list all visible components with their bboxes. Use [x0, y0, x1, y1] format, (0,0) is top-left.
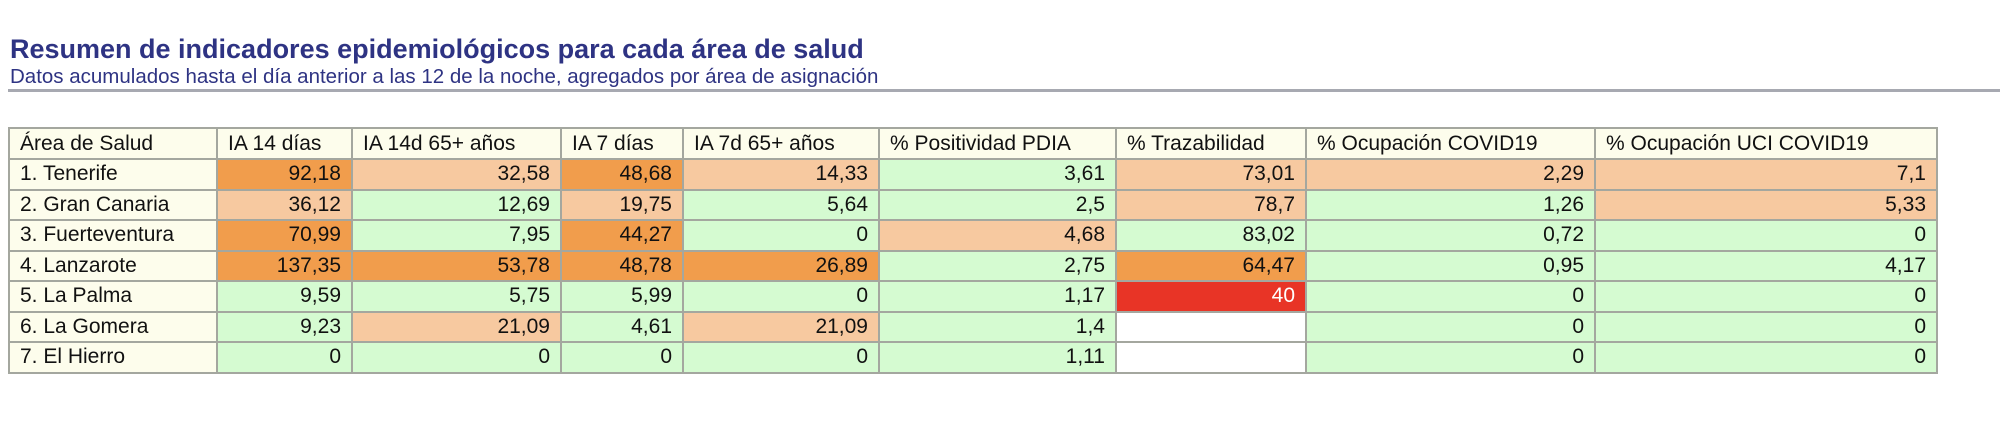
cell-ocupacion-uci: 0 — [1594, 341, 1938, 374]
table-row: 6. La Gomera 9,23 21,09 4,61 21,09 1,4 0 0 — [8, 310, 1938, 343]
column-header-ia7: IA 7 días — [560, 127, 684, 160]
cell-ocupacion: 0,72 — [1305, 219, 1596, 252]
cell-positividad: 1,17 — [878, 280, 1117, 313]
cell-ia14-65: 7,95 — [351, 219, 562, 252]
cell-ia14-65: 0 — [351, 341, 562, 374]
cell-ia14-65: 53,78 — [351, 249, 562, 282]
table-row: 4. Lanzarote 137,35 53,78 48,78 26,89 2,75 64,… — [8, 249, 1938, 282]
cell-ia7: 48,68 — [560, 158, 684, 191]
column-header-trazabilidad: % Trazabilidad — [1115, 127, 1307, 160]
cell-positividad: 4,68 — [878, 219, 1117, 252]
cell-area: 3. Fuerteventura — [8, 219, 218, 252]
column-header-positividad: % Positividad PDIA — [878, 127, 1117, 160]
cell-ocupacion: 1,26 — [1305, 188, 1596, 221]
column-header-ocupacion-uci: % Ocupación UCI COVID19 — [1594, 127, 1938, 160]
cell-ia7-65: 21,09 — [682, 310, 880, 343]
cell-ia7: 0 — [560, 341, 684, 374]
cell-ocupacion-uci: 0 — [1594, 219, 1938, 252]
cell-area: 6. La Gomera — [8, 310, 218, 343]
cell-ocupacion-uci: 0 — [1594, 280, 1938, 313]
cell-ia7: 19,75 — [560, 188, 684, 221]
cell-ia7-65: 0 — [682, 280, 880, 313]
cell-positividad: 1,11 — [878, 341, 1117, 374]
cell-ia14: 70,99 — [216, 219, 353, 252]
cell-ia7-65: 0 — [682, 341, 880, 374]
cell-area: 5. La Palma — [8, 280, 218, 313]
cell-ia7: 44,27 — [560, 219, 684, 252]
column-header-ocupacion: % Ocupación COVID19 — [1305, 127, 1596, 160]
cell-ia14: 36,12 — [216, 188, 353, 221]
table-row: 1. Tenerife 92,18 32,58 48,68 14,33 3,61 73,01… — [8, 158, 1938, 191]
cell-ia7-65: 0 — [682, 219, 880, 252]
cell-ocupacion: 0 — [1305, 310, 1596, 343]
cell-ia14: 9,23 — [216, 310, 353, 343]
cell-ia7: 5,99 — [560, 280, 684, 313]
column-header-area: Área de Salud — [8, 127, 218, 160]
cell-positividad: 2,5 — [878, 188, 1117, 221]
cell-ia14-65: 21,09 — [351, 310, 562, 343]
cell-ocupacion-uci: 0 — [1594, 310, 1938, 343]
title-divider — [8, 89, 2000, 92]
cell-positividad: 3,61 — [878, 158, 1117, 191]
page-subtitle: Datos acumulados hasta el día anterior a… — [10, 65, 879, 88]
cell-area: 4. Lanzarote — [8, 249, 218, 282]
cell-ia14-65: 12,69 — [351, 188, 562, 221]
cell-trazabilidad: 40 — [1115, 280, 1307, 313]
column-header-ia14: IA 14 días — [216, 127, 353, 160]
cell-ocupacion: 0 — [1305, 280, 1596, 313]
cell-ocupacion-uci: 5,33 — [1594, 188, 1938, 221]
cell-trazabilidad: 83,02 — [1115, 219, 1307, 252]
cell-trazabilidad — [1115, 310, 1307, 343]
cell-area: 1. Tenerife — [8, 158, 218, 191]
cell-ia14: 9,59 — [216, 280, 353, 313]
cell-ia7: 48,78 — [560, 249, 684, 282]
cell-ia7: 4,61 — [560, 310, 684, 343]
page-title: Resumen de indicadores epidemiológicos p… — [10, 34, 864, 64]
cell-ia7-65: 14,33 — [682, 158, 880, 191]
indicators-table: Área de Salud IA 14 días IA 14d 65+ años… — [8, 127, 1938, 374]
table-row: 2. Gran Canaria 36,12 12,69 19,75 5,64 2,5 78,… — [8, 188, 1938, 221]
cell-ia14-65: 32,58 — [351, 158, 562, 191]
table-header-row: Área de Salud IA 14 días IA 14d 65+ años… — [8, 127, 1938, 160]
table-row: 3. Fuerteventura 70,99 7,95 44,27 0 4,68 83,02… — [8, 219, 1938, 252]
cell-ocupacion-uci: 4,17 — [1594, 249, 1938, 282]
cell-ia7-65: 26,89 — [682, 249, 880, 282]
cell-ocupacion: 0,95 — [1305, 249, 1596, 282]
cell-trazabilidad — [1115, 341, 1307, 374]
table-row: 5. La Palma 9,59 5,75 5,99 0 1,17 40 0 0 — [8, 280, 1938, 313]
cell-area: 7. El Hierro — [8, 341, 218, 374]
cell-ia14: 92,18 — [216, 158, 353, 191]
cell-ia14: 0 — [216, 341, 353, 374]
cell-trazabilidad: 64,47 — [1115, 249, 1307, 282]
cell-ia14-65: 5,75 — [351, 280, 562, 313]
cell-positividad: 2,75 — [878, 249, 1117, 282]
cell-ocupacion: 0 — [1305, 341, 1596, 374]
cell-trazabilidad: 73,01 — [1115, 158, 1307, 191]
cell-ia14: 137,35 — [216, 249, 353, 282]
cell-ia7-65: 5,64 — [682, 188, 880, 221]
cell-positividad: 1,4 — [878, 310, 1117, 343]
cell-ocupacion-uci: 7,1 — [1594, 158, 1938, 191]
cell-area: 2. Gran Canaria — [8, 188, 218, 221]
table-row: 7. El Hierro 0 0 0 0 1,11 0 0 — [8, 341, 1938, 374]
column-header-ia14-65: IA 14d 65+ años — [351, 127, 562, 160]
cell-trazabilidad: 78,7 — [1115, 188, 1307, 221]
cell-ocupacion: 2,29 — [1305, 158, 1596, 191]
column-header-ia7-65: IA 7d 65+ años — [682, 127, 880, 160]
